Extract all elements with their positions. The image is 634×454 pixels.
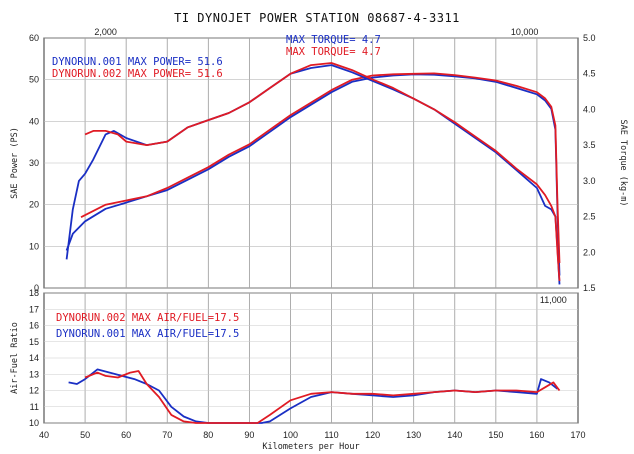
power-line-dynorun-001 [65,73,561,276]
x-tick-label: 80 [203,430,213,440]
chart-title: TI DYNOJET POWER STATION 08687-4-3311 [174,11,460,25]
axis-ticks: 0 10 20 30 40 50 60 1.5 2.0 2.5 3.0 3.5 4.0 4.5 5.0 2,0… [29,27,596,440]
y-tick-label-torque: 2.0 [583,247,596,257]
y-tick-label-afr: 11 [30,402,39,412]
y-axis-title-torque: SAE Torque (kg-m) [618,120,628,207]
x-tick-label: 150 [488,430,503,440]
x-tick-label: 140 [447,430,462,440]
x-tick-label: 50 [80,430,90,440]
y-tick-label-torque: 3.5 [583,140,596,150]
legend-torque-run1: MAX TORQUE= 4.7 [286,34,381,46]
torque-line-dynorun-002 [84,62,561,281]
y-tick-label-torque: 1.5 [583,283,596,293]
y-tick-label-afr: 16 [29,321,39,331]
y-tick-label-afr: 18 [29,288,39,298]
x-tick-label: 110 [324,430,338,440]
y-tick-label-afr: 12 [29,386,39,396]
power-line-dynorun-002 [80,72,561,264]
y-tick-label-power: 40 [29,116,39,126]
x-tick-label: 160 [529,430,544,440]
y-tick-label-afr: 13 [29,369,39,379]
x-tick-label: 90 [244,430,254,440]
y-tick-label-afr: 14 [29,353,39,363]
series-lines [65,62,561,424]
y-tick-label-power: 20 [29,200,39,210]
y-tick-label-torque: 2.5 [583,212,596,222]
y-axis-title-power: SAE Power (PS) [10,127,20,199]
y-tick-label-torque: 5.0 [583,33,596,43]
y-tick-label-torque: 4.5 [583,69,596,79]
y-tick-label-power: 10 [29,241,39,251]
y-tick-label-power: 0 [34,283,39,293]
x-tick-label: 170 [570,430,585,440]
x-tick-label: 130 [406,430,421,440]
y-tick-label-power: 50 [29,75,39,85]
torque-line-dynorun-001 [65,64,561,285]
x-tick-label: 120 [365,430,380,440]
grid-lines [44,37,578,424]
y-tick-label-afr: 15 [29,337,39,347]
legend-power-run2: DYNORUN.002 MAX POWER= 51.6 [52,68,223,80]
rpm-label: 10,000 [511,27,539,37]
y-tick-label-torque: 3.0 [583,176,596,186]
legend-power-run1: DYNORUN.001 MAX POWER= 51.6 [52,56,223,68]
y-tick-label-afr: 10 [29,418,39,428]
y-tick-label-torque: 4.0 [583,104,596,114]
afr-line-dynorun-002 [84,370,561,424]
x-tick-label: 40 [39,430,49,440]
x-tick-label: 100 [283,430,298,440]
x-tick-label: 70 [162,430,172,440]
y-tick-label-power: 60 [29,33,39,43]
rpm-label: 11,000 [540,295,567,305]
legend-afr-run1: DYNORUN.001 MAX AIR/FUEL=17.5 [56,328,239,340]
x-axis-title: Kilometers per Hour [262,442,359,452]
x-tick-label: 60 [121,430,131,440]
y-tick-label-afr: 17 [29,304,39,314]
legend-torque-run2: MAX TORQUE= 4.7 [286,46,381,58]
rpm-label: 2,000 [94,27,117,37]
y-axis-title-afr: Air-Fuel Ratio [10,322,20,394]
y-tick-label-power: 30 [29,158,39,168]
legend-afr-run2: DYNORUN.002 MAX AIR/FUEL=17.5 [56,312,239,324]
